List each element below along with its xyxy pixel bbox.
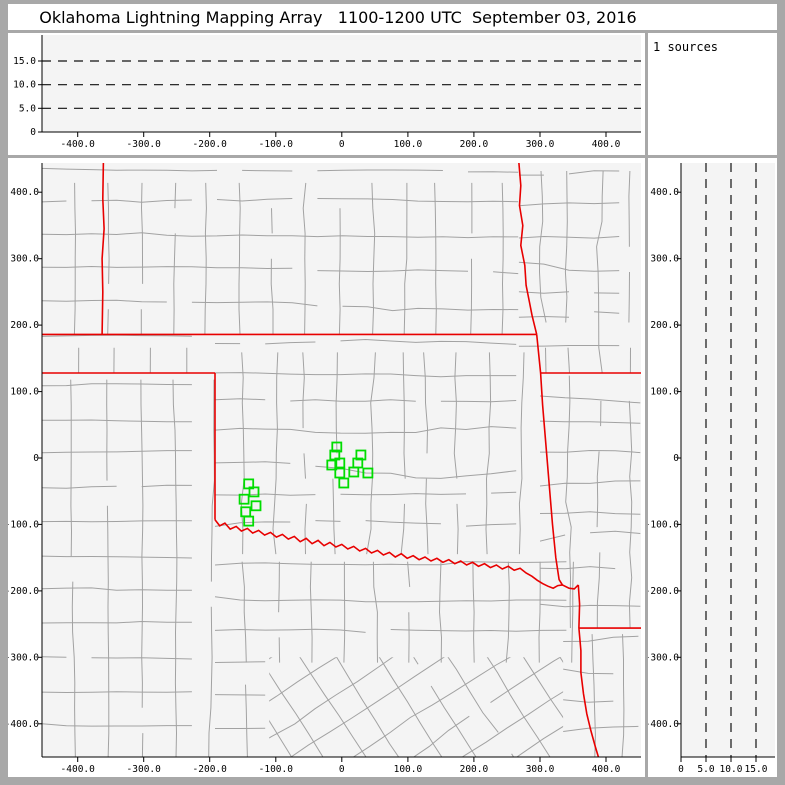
svg-text:-400.0: -400.0 [648,719,679,730]
svg-text:15.0: 15.0 [745,764,768,775]
svg-text:-200.0: -200.0 [193,764,228,775]
svg-text:0: 0 [339,139,345,150]
svg-text:100.0: 100.0 [650,387,679,398]
svg-text:300.0: 300.0 [650,254,679,265]
svg-text:5.0: 5.0 [19,103,36,114]
lightning-source-marker [334,457,346,469]
county-lines-oklahoma [215,338,525,555]
svg-text:400.0: 400.0 [10,187,39,198]
lightning-source-marker [355,449,367,461]
lightning-source-marker [331,441,343,453]
svg-text:-300.0: -300.0 [8,652,39,663]
county-lines-tx-east [563,634,639,757]
svg-text:400.0: 400.0 [592,139,621,150]
svg-text:0: 0 [33,453,39,464]
sources-count-label: 1 sources [653,40,719,54]
county-lines-arkansas [540,375,641,629]
svg-text:-100.0: -100.0 [259,764,294,775]
state-border-line [578,628,600,757]
svg-text:-400.0: -400.0 [8,719,39,730]
county-lines-kansas [42,167,519,335]
svg-text:0: 0 [30,127,36,138]
svg-text:-200.0: -200.0 [8,586,39,597]
svg-text:-100.0: -100.0 [259,139,294,150]
county-lines-tx-central-tilted [269,657,564,757]
svg-text:200.0: 200.0 [650,320,679,331]
county-lines-missouri [518,170,631,373]
altitude-vs-eastwest-chart: 0 5.0 10.0 15.0 -400.0 -300.0 -200.0 -100.0 0 100… [13,35,641,150]
county-lines-tx-panhandle [42,379,215,757]
svg-text:10.0: 10.0 [720,764,743,775]
svg-text:15.0: 15.0 [13,56,36,67]
svg-text:200.0: 200.0 [10,320,39,331]
plan-view-map-panel: 400.0 300.0 200.0 100.0 0 -100.0 -200.0 -300.0 -… [8,158,645,777]
svg-text:-100.0: -100.0 [648,519,679,530]
svg-text:-200.0: -200.0 [193,139,228,150]
state-border-line [518,163,538,335]
title-bar: Oklahoma Lightning Mapping Array 1100-12… [8,4,777,30]
county-lines-ok-panhandle [42,334,192,373]
svg-text:-200.0: -200.0 [648,586,679,597]
svg-text:300.0: 300.0 [10,254,39,265]
svg-text:400.0: 400.0 [650,187,679,198]
county-lines-tx-southwest [215,661,266,757]
state-border-line [577,584,581,629]
svg-text:200.0: 200.0 [460,764,489,775]
lightning-source-marker [248,486,260,498]
svg-text:100.0: 100.0 [10,387,39,398]
svg-text:5.0: 5.0 [697,764,714,775]
lightning-source-marker [334,467,346,479]
svg-text:-300.0: -300.0 [648,652,679,663]
svg-text:0: 0 [678,764,684,775]
svg-text:100.0: 100.0 [394,764,423,775]
svg-text:0: 0 [673,453,679,464]
lightning-source-marker [338,477,350,489]
svg-text:100.0: 100.0 [394,139,423,150]
altitude-vs-eastwest-panel: 0 5.0 10.0 15.0 -400.0 -300.0 -200.0 -100.0 0 100… [8,33,645,155]
county-lines-tx-north [215,561,574,663]
lightning-source-marker [362,467,374,479]
svg-text:300.0: 300.0 [526,139,555,150]
svg-text:200.0: 200.0 [460,139,489,150]
state-border-line [214,519,579,590]
lightning-source-marker [238,493,250,505]
lightning-source-marker [326,459,338,471]
state-border-line [101,163,105,335]
lightning-source-marker [243,515,255,527]
svg-text:-300.0: -300.0 [127,764,162,775]
svg-text:-400.0: -400.0 [61,139,96,150]
svg-text:0: 0 [339,764,345,775]
svg-text:-400.0: -400.0 [61,764,96,775]
lightning-source-marker [348,466,360,478]
svg-text:-100.0: -100.0 [8,519,39,530]
plan-view-map-chart: 400.0 300.0 200.0 100.0 0 -100.0 -200.0 -300.0 -… [8,163,641,775]
lightning-source-marker [250,500,262,512]
altitude-vs-northsouth-panel: 400.0 300.0 200.0 100.0 0 -100.0 -200.0 -300.0 -… [648,158,777,777]
page-title: Oklahoma Lightning Mapping Array 1100-12… [39,8,637,27]
svg-text:400.0: 400.0 [592,764,621,775]
altitude-vs-northsouth-chart: 400.0 300.0 200.0 100.0 0 -100.0 -200.0 -300.0 -… [648,163,775,775]
state-border-line [535,334,564,586]
sources-panel: 1 sources [648,33,777,155]
svg-text:-300.0: -300.0 [127,139,162,150]
svg-text:300.0: 300.0 [526,764,555,775]
svg-text:10.0: 10.0 [13,80,36,91]
